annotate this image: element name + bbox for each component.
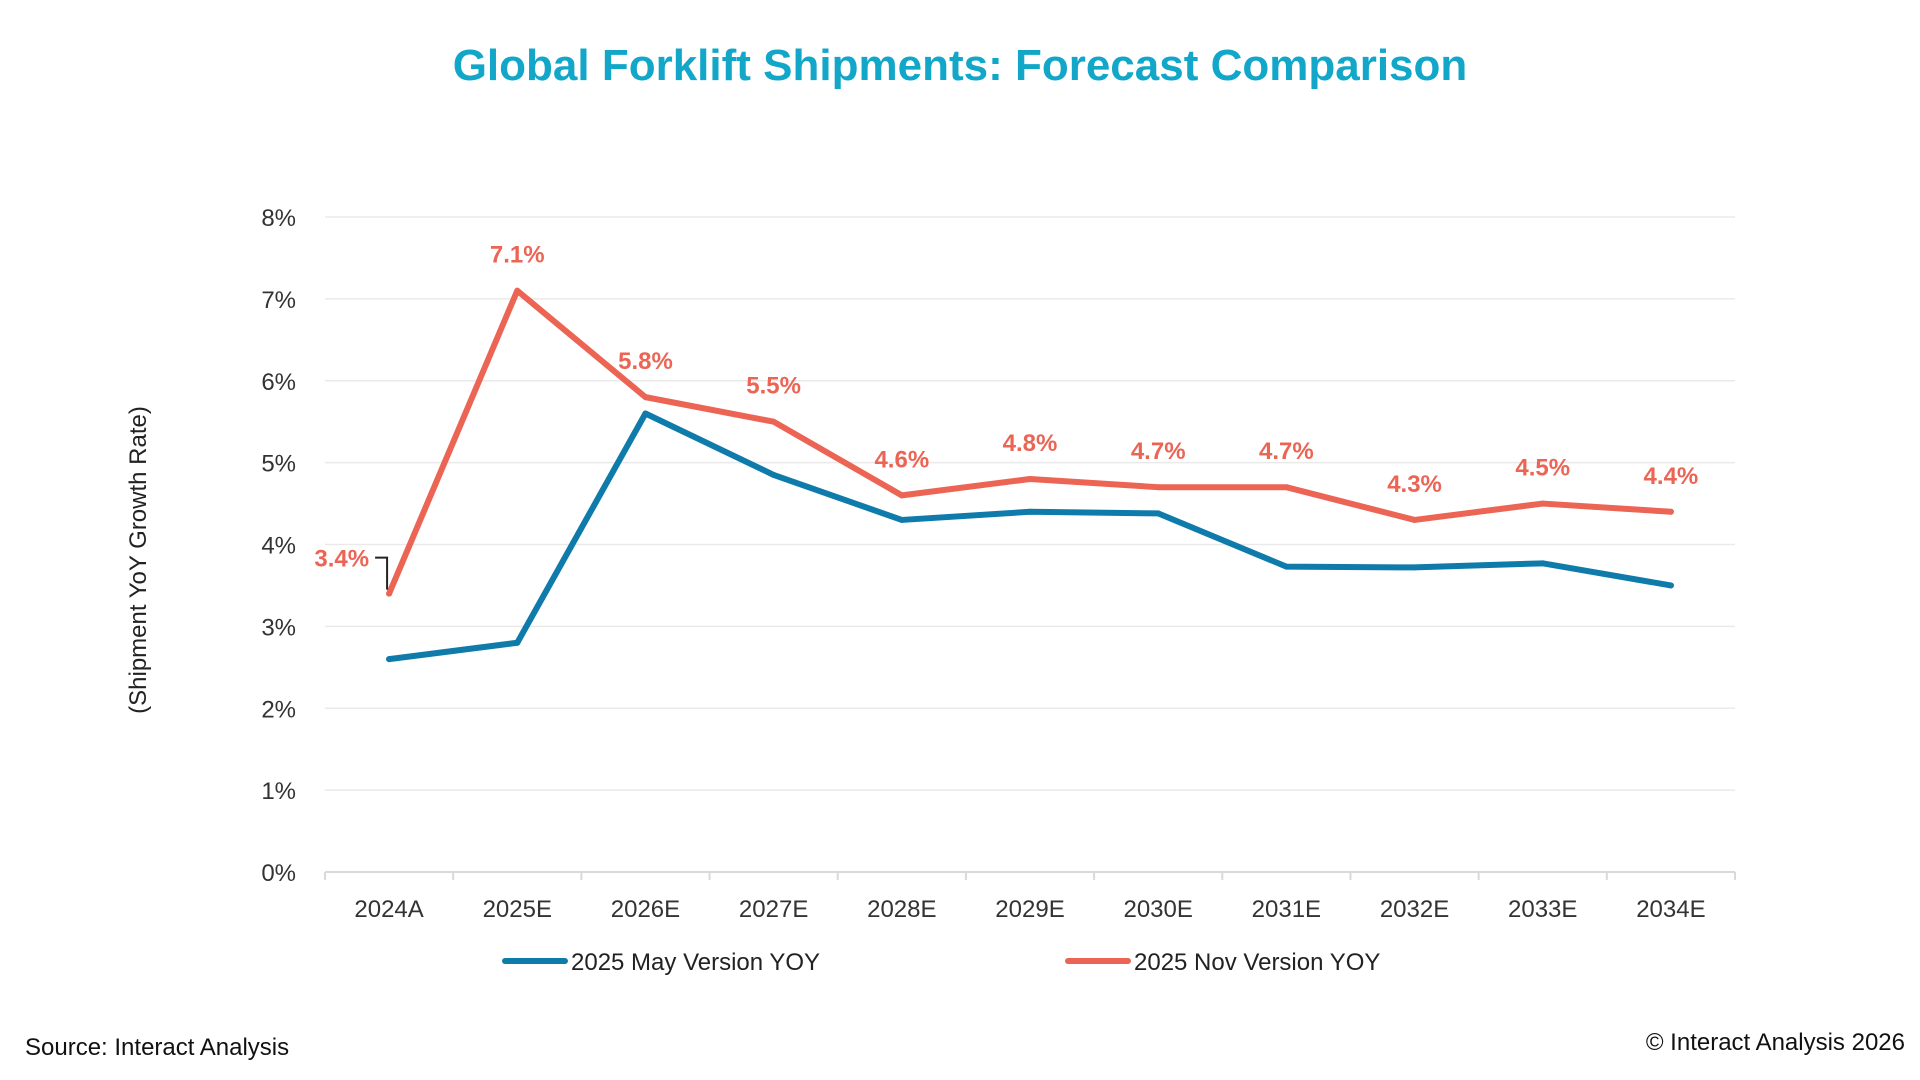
data-point bbox=[770, 471, 777, 478]
data-point bbox=[898, 492, 905, 499]
data-label: 4.3% bbox=[1387, 471, 1442, 498]
x-tick-label: 2032E bbox=[1380, 896, 1449, 923]
copyright-note: © Interact Analysis 2026 bbox=[1646, 1029, 1905, 1056]
data-point bbox=[514, 287, 521, 294]
series-lines bbox=[386, 287, 1674, 663]
data-point bbox=[1283, 484, 1290, 491]
x-tick-label: 2025E bbox=[483, 896, 552, 923]
leader-line bbox=[375, 556, 389, 590]
data-point bbox=[1539, 500, 1546, 507]
data-point bbox=[898, 516, 905, 523]
y-tick-label: 3% bbox=[261, 614, 296, 641]
x-tick-label: 2033E bbox=[1508, 896, 1577, 923]
data-point bbox=[642, 410, 649, 417]
y-tick-label: 0% bbox=[261, 860, 296, 887]
y-tick-label: 2% bbox=[261, 696, 296, 723]
data-point bbox=[1027, 476, 1033, 482]
y-axis-label: (Shipment YoY Growth Rate) bbox=[125, 406, 152, 714]
data-label: 4.7% bbox=[1131, 438, 1186, 465]
data-point bbox=[1667, 582, 1674, 589]
x-tick-label: 2028E bbox=[867, 896, 936, 923]
data-point bbox=[1027, 508, 1033, 515]
data-label: 4.7% bbox=[1259, 438, 1314, 465]
y-tick-label: 8% bbox=[261, 205, 296, 232]
data-point bbox=[642, 394, 649, 401]
legend-label: 2025 Nov Version YOY bbox=[1134, 949, 1380, 976]
chart-title: Global Forklift Shipments: Forecast Comp… bbox=[453, 41, 1468, 90]
y-tick-label: 6% bbox=[261, 369, 296, 396]
data-label: 4.8% bbox=[1003, 430, 1058, 457]
legend-label: 2025 May Version YOY bbox=[571, 949, 820, 976]
data-point bbox=[1667, 508, 1674, 515]
data-labels: 3.4% 7.1% 5.8% 5.5% 4.6% 4.8% 4.7% 4.7% 4.3% 4.5%… bbox=[314, 242, 1698, 590]
source-note: Source: Interact Analysis bbox=[25, 1034, 289, 1061]
data-label: 3.4% bbox=[314, 546, 369, 573]
x-tick-label: 2030E bbox=[1123, 896, 1192, 923]
data-point bbox=[386, 590, 393, 597]
data-point bbox=[770, 418, 777, 425]
data-point bbox=[1411, 516, 1418, 523]
x-tick-label: 2026E bbox=[611, 896, 680, 923]
y-tick-label: 1% bbox=[261, 778, 296, 805]
x-tick-label: 2034E bbox=[1636, 896, 1705, 923]
y-tick-label: 7% bbox=[261, 287, 296, 314]
data-label: 5.5% bbox=[746, 373, 801, 400]
gridlines: 0% 1% 2% 3% 4% 5% 6% 7% 8% bbox=[261, 205, 1735, 887]
x-tick-label: 2027E bbox=[739, 896, 808, 923]
x-tick-label: 2029E bbox=[995, 896, 1064, 923]
y-tick-label: 5% bbox=[261, 451, 296, 478]
data-point bbox=[1283, 563, 1290, 570]
data-point bbox=[1411, 564, 1418, 571]
data-point bbox=[1155, 484, 1162, 491]
x-tick-label: 2024A bbox=[354, 896, 423, 923]
x-axis: 2024A 2025E 2026E 2027E 2028E 2029E 2030E 2031E… bbox=[324, 871, 1736, 923]
data-label: 5.8% bbox=[618, 348, 673, 375]
data-label: 4.5% bbox=[1515, 455, 1570, 482]
data-point bbox=[386, 656, 393, 663]
data-point bbox=[514, 639, 521, 646]
data-point bbox=[1155, 510, 1162, 517]
data-label: 4.4% bbox=[1644, 463, 1699, 490]
y-tick-label: 4% bbox=[261, 533, 296, 560]
data-label: 4.6% bbox=[874, 446, 929, 473]
legend: 2025 May Version YOY 2025 Nov Version YOY bbox=[502, 949, 1380, 976]
x-tick-label: 2031E bbox=[1252, 896, 1321, 923]
data-point bbox=[1539, 560, 1546, 567]
data-label: 7.1% bbox=[490, 242, 545, 269]
